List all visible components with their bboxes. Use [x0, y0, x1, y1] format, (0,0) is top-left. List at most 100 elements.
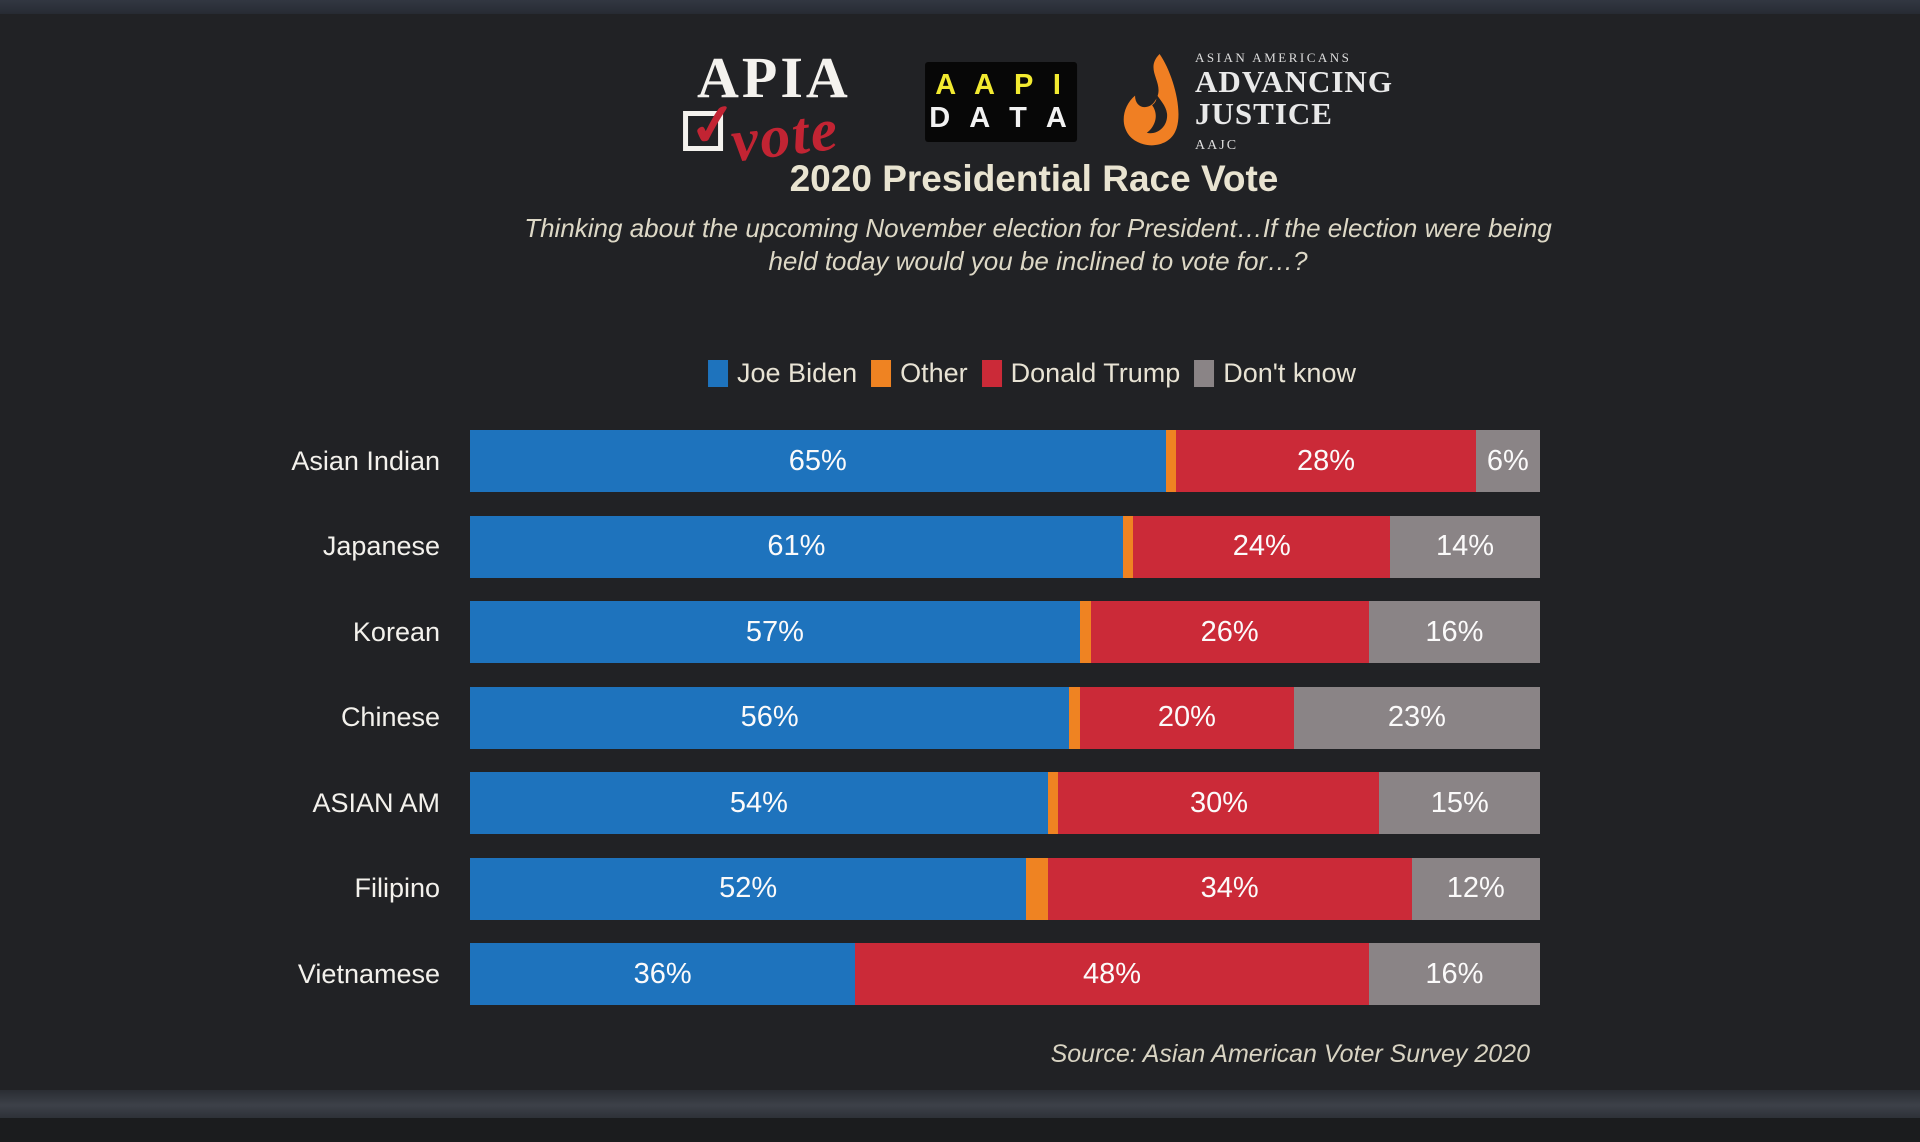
- apiavote-logo: APIA ✓ vote: [683, 45, 883, 174]
- bottom-edge: [0, 1118, 1920, 1142]
- segment-value-label: 28%: [1296, 444, 1355, 477]
- segment-value-label: 16%: [1425, 957, 1484, 990]
- survey-question-line1: Thinking about the upcoming November ele…: [524, 213, 1552, 243]
- bar-segment-other: [1079, 601, 1091, 663]
- aj-line1: ADVANCING: [1195, 64, 1393, 100]
- category-label: Asian Indian: [291, 445, 440, 476]
- bar-track: 65% 28% 6%: [470, 430, 1540, 492]
- window-top-bar: [0, 0, 1920, 14]
- segment-value-label: 57%: [745, 615, 804, 648]
- legend-item-dont-know: Don't know: [1194, 358, 1356, 389]
- legend-item-joe-biden: Joe Biden: [708, 358, 857, 389]
- legend-swatch-joe-biden: [708, 360, 729, 387]
- bar-segment-dont-know: 16%: [1368, 943, 1540, 1005]
- bar-track: 52% 34% 12%: [470, 857, 1540, 920]
- ballot-checkbox-icon: [683, 111, 724, 151]
- bar-segment-joe-biden: 36%: [470, 943, 856, 1005]
- bar-track: 56% 20% 23%: [470, 686, 1540, 749]
- bar-track: 54% 30% 15%: [470, 772, 1540, 834]
- flame-icon: [1123, 54, 1179, 146]
- legend-item-donald-trump: Donald Trump: [981, 358, 1181, 389]
- bar-segment-dont-know: 23%: [1293, 686, 1540, 749]
- aj-line2: JUSTICE: [1195, 96, 1333, 131]
- bar-row: Korean 57% 26% 16%: [0, 601, 1540, 663]
- bar-track: 57% 26% 16%: [470, 601, 1540, 663]
- segment-value-label: 15%: [1430, 786, 1489, 819]
- segment-value-label: 30%: [1189, 786, 1248, 819]
- stacked-bar-chart: Asian Indian 65% 28% 6% Japanese 61% 24% 14% Kor…: [0, 430, 1540, 1029]
- survey-question: Thinking about the upcoming November ele…: [428, 212, 1648, 278]
- source-note: Source: Asian American Voter Survey 2020: [1050, 1040, 1530, 1068]
- advancing-justice-logo: ASIAN AMERICANS ADVANCING JUSTICE AAJC: [1119, 47, 1393, 157]
- legend-label-joe-biden: Joe Biden: [737, 358, 858, 388]
- aapi-data-line2: D A T A: [929, 102, 1073, 134]
- bar-segment-donald-trump: 34%: [1047, 857, 1412, 920]
- bar-segment-joe-biden: 57%: [470, 601, 1080, 663]
- chart-legend: Joe Biden Other Donald Trump Don't know: [708, 358, 1356, 389]
- bar-row: Vietnamese 36% 48% 16%: [0, 943, 1540, 1005]
- segment-value-label: 16%: [1425, 615, 1484, 648]
- bottom-scroll-band: [0, 1090, 1920, 1118]
- segment-value-label: 20%: [1157, 701, 1216, 733]
- aj-sub: AAJC: [1195, 137, 1239, 153]
- bar-segment-donald-trump: 30%: [1058, 772, 1380, 834]
- legend-swatch-dont-know: [1194, 360, 1215, 387]
- legend-label-dont-know: Don't know: [1223, 358, 1356, 388]
- legend-label-donald-trump: Donald Trump: [1010, 358, 1181, 388]
- bar-segment-dont-know: 6%: [1475, 430, 1540, 492]
- aapi-data-line1: A A P I: [935, 69, 1067, 101]
- apiavote-wordmark: APIA: [697, 45, 851, 110]
- bar-segment-other: [1026, 857, 1048, 920]
- category-label: Filipino: [354, 873, 440, 903]
- category-label: ASIAN AM: [312, 787, 440, 818]
- bar-segment-donald-trump: 24%: [1133, 515, 1391, 578]
- bar-row: Japanese 61% 24% 14%: [0, 515, 1540, 578]
- bar-segment-other: [1047, 772, 1059, 834]
- legend-item-other: Other: [871, 358, 968, 389]
- category-label: Chinese: [340, 702, 440, 732]
- bar-segment-donald-trump: 20%: [1079, 686, 1294, 749]
- legend-swatch-donald-trump: [981, 360, 1002, 387]
- segment-value-label: 54%: [729, 786, 788, 819]
- legend-swatch-other: [871, 360, 892, 387]
- bar-track: 36% 48% 16%: [470, 943, 1540, 1005]
- segment-value-label: 14%: [1436, 530, 1495, 562]
- segment-value-label: 26%: [1200, 615, 1259, 648]
- segment-value-label: 61%: [767, 530, 826, 562]
- segment-value-label: 34%: [1200, 872, 1259, 904]
- bar-track: 61% 24% 14%: [470, 515, 1540, 578]
- bar-segment-dont-know: 15%: [1379, 772, 1540, 834]
- bar-segment-joe-biden: 65%: [470, 430, 1166, 492]
- aapi-data-logo: A A P I D A T A: [925, 62, 1078, 142]
- bar-segment-donald-trump: 48%: [855, 943, 1369, 1005]
- category-label: Japanese: [322, 531, 440, 561]
- bar-segment-joe-biden: 52%: [470, 857, 1027, 920]
- aj-eyebrow: ASIAN AMERICANS: [1195, 50, 1352, 66]
- segment-value-label: 65%: [788, 444, 847, 477]
- bar-segment-donald-trump: 26%: [1090, 601, 1369, 663]
- category-label: Korean: [352, 616, 440, 647]
- bar-row: Asian Indian 65% 28% 6%: [0, 430, 1540, 492]
- category-label: Vietnamese: [297, 958, 440, 989]
- bar-segment-other: [1069, 686, 1080, 749]
- segment-value-label: 52%: [719, 872, 778, 904]
- page-title: 2020 Presidential Race Vote: [789, 158, 1279, 199]
- segment-value-label: 36%: [633, 957, 692, 990]
- bar-row: ASIAN AM 54% 30% 15%: [0, 772, 1540, 834]
- bar-segment-dont-know: 12%: [1411, 857, 1540, 920]
- bar-segment-joe-biden: 61%: [470, 515, 1123, 578]
- bar-segment-dont-know: 16%: [1368, 601, 1540, 663]
- segment-value-label: 56%: [740, 701, 799, 733]
- segment-value-label: 23%: [1387, 701, 1446, 733]
- bar-segment-joe-biden: 54%: [470, 772, 1048, 834]
- bar-segment-other: [1165, 430, 1177, 492]
- bar-segment-joe-biden: 56%: [470, 686, 1070, 749]
- bar-segment-donald-trump: 28%: [1176, 430, 1476, 492]
- bar-segment-other: [1122, 515, 1134, 578]
- survey-question-line2: held today would you be inclined to vote…: [768, 246, 1308, 276]
- logo-row: APIA ✓ vote A A P I D A T A ASIAN AMERIC…: [683, 45, 1393, 174]
- bar-row: Chinese 56% 20% 23%: [0, 686, 1540, 749]
- bar-row: Filipino 52% 34% 12%: [0, 857, 1540, 920]
- legend-label-other: Other: [900, 358, 968, 388]
